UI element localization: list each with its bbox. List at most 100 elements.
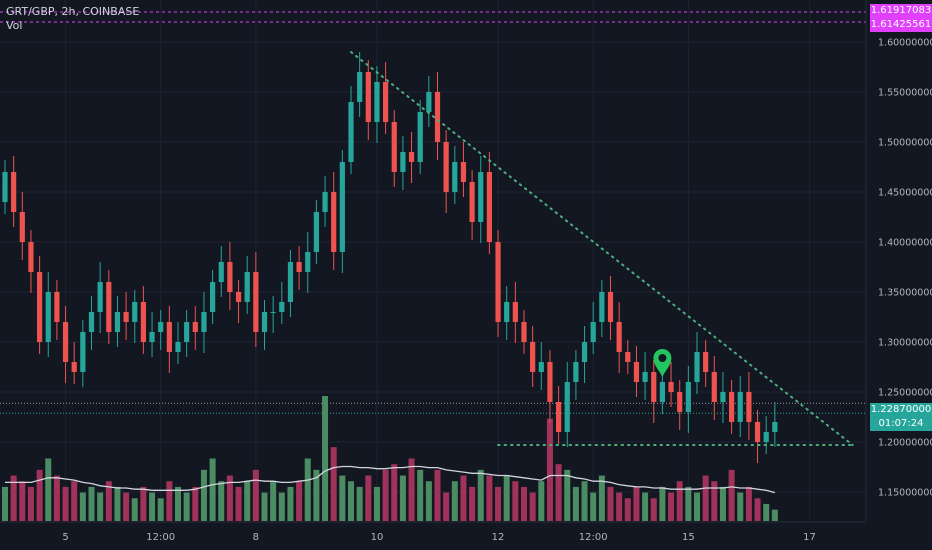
volume-bar-85 — [737, 492, 744, 521]
candle-55 — [478, 156, 484, 243]
volume-bar-66 — [572, 486, 579, 521]
candle-2 — [19, 192, 25, 260]
volume-bar-43 — [373, 486, 380, 521]
candle-18 — [158, 310, 164, 350]
volume-bar-32 — [278, 492, 285, 521]
candle-60 — [521, 310, 527, 354]
candlestick-series — [2, 52, 778, 463]
candle-69 — [599, 280, 605, 337]
volume-bars — [2, 396, 778, 521]
volume-bar-48 — [417, 469, 424, 521]
volume-bar-89 — [771, 509, 778, 521]
volume-bar-54 — [469, 486, 476, 521]
candle-22 — [192, 306, 198, 350]
volume-bar-28 — [244, 481, 251, 521]
map-pin-marker-icon[interactable] — [653, 349, 672, 377]
candle-17 — [149, 312, 155, 357]
candle-59 — [512, 282, 518, 343]
volume-bar-19 — [166, 481, 173, 521]
candle-29 — [253, 252, 259, 347]
candle-68 — [590, 302, 596, 354]
candle-82 — [711, 356, 717, 420]
time-tick-4: 12 — [492, 532, 505, 543]
volume-bar-78 — [676, 481, 683, 521]
price-tick-0: 1.60000000 — [878, 38, 932, 49]
volume-bar-35 — [304, 458, 311, 521]
volume-bar-16 — [140, 486, 147, 521]
candle-12 — [106, 270, 112, 344]
symbol-title: GRT/GBP, 2h, COINBASE — [6, 5, 140, 18]
volume-bar-17 — [149, 492, 156, 521]
volume-bar-2 — [19, 481, 26, 521]
volume-bar-31 — [270, 481, 277, 521]
volume-bar-36 — [313, 469, 320, 521]
candle-77 — [668, 362, 674, 407]
volume-bar-74 — [642, 492, 649, 521]
time-axis-ticks[interactable]: 5 12:00 8 10 12 12:00 15 17 — [62, 532, 815, 543]
volume-bar-62 — [538, 481, 545, 521]
candle-35 — [305, 232, 311, 293]
volume-bar-50 — [434, 469, 441, 521]
price-tick-2: 1.50000000 — [878, 138, 932, 149]
volume-bar-15 — [131, 498, 138, 521]
candle-6 — [54, 280, 60, 340]
candle-33 — [287, 250, 294, 317]
volume-bar-37 — [322, 396, 329, 521]
candle-36 — [313, 200, 319, 264]
candle-84 — [729, 380, 735, 434]
volume-bar-4 — [36, 469, 43, 521]
candle-47 — [408, 132, 415, 183]
volume-bar-5 — [45, 458, 52, 521]
time-tick-3: 10 — [371, 532, 384, 543]
candle-67 — [581, 326, 588, 383]
volume-bar-9 — [79, 492, 86, 521]
candle-74 — [642, 352, 648, 400]
volume-bar-73 — [633, 486, 640, 521]
candle-71 — [616, 302, 622, 373]
candle-72 — [625, 340, 631, 374]
trendline-0[interactable] — [350, 51, 854, 446]
volume-bar-8 — [71, 481, 78, 521]
bar-countdown-tag: 01:07:24 — [870, 417, 932, 431]
candle-53 — [460, 142, 467, 197]
candle-89 — [772, 402, 778, 447]
candle-66 — [573, 350, 579, 400]
candle-57 — [495, 230, 501, 337]
price-axis-bg[interactable] — [866, 0, 932, 522]
volume-bar-59 — [512, 481, 519, 521]
volume-bar-64 — [555, 464, 562, 521]
candle-43 — [374, 66, 380, 143]
candle-26 — [227, 242, 233, 310]
volume-bar-55 — [477, 469, 484, 521]
candle-51 — [443, 130, 449, 213]
candle-10 — [88, 296, 95, 350]
trendlines[interactable] — [350, 51, 854, 446]
candle-5 — [45, 272, 51, 357]
volume-bar-81 — [702, 475, 709, 521]
chart-grid — [0, 0, 866, 522]
volume-bar-42 — [365, 475, 372, 521]
volume-bar-6 — [53, 475, 60, 521]
volume-bar-3 — [27, 486, 34, 521]
candle-4 — [37, 256, 43, 354]
candle-7 — [62, 306, 69, 383]
volume-bar-47 — [408, 458, 415, 521]
candle-75 — [651, 360, 657, 423]
candle-49 — [426, 76, 432, 127]
candle-73 — [633, 346, 640, 397]
horizontal-price-lines — [0, 11, 866, 414]
candle-39 — [339, 150, 345, 273]
volume-bar-57 — [495, 486, 502, 521]
candle-78 — [677, 380, 683, 430]
candle-20 — [175, 322, 181, 364]
volume-bar-24 — [209, 458, 216, 521]
volume-bar-51 — [443, 492, 450, 521]
candle-19 — [166, 306, 172, 373]
candle-8 — [71, 342, 77, 384]
candle-40 — [348, 86, 354, 174]
candle-28 — [244, 256, 250, 314]
volume-bar-75 — [650, 498, 657, 521]
volume-bar-87 — [754, 498, 761, 521]
candle-13 — [114, 296, 121, 347]
